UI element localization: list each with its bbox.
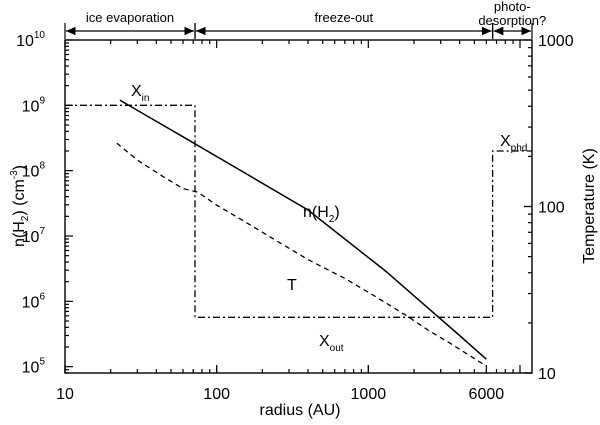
- annotation-subscript: out: [330, 343, 344, 354]
- x-axis-label: radius (AU): [260, 402, 341, 419]
- x-tick-label: 100: [203, 386, 230, 403]
- left-y-axis-label: n(H2) (cm-3): [9, 165, 31, 247]
- region-label: photo-: [494, 0, 531, 14]
- series-line: [119, 99, 487, 360]
- region-label: desorption?: [478, 13, 546, 28]
- region-label: freeze-out: [315, 10, 374, 25]
- tick-exponent: 9: [39, 95, 45, 106]
- annotation-label: Xphd: [500, 133, 527, 154]
- annotation-subscript: in: [142, 93, 150, 104]
- annotation-main: X: [500, 133, 511, 150]
- right-y-axis-label: Temperature (K): [581, 148, 598, 264]
- region-label: ice evaporation: [86, 10, 174, 25]
- annotation-subscript: 2: [329, 214, 335, 225]
- annotation-subscript: phd: [511, 143, 528, 154]
- annotation-label: T: [287, 277, 297, 294]
- right-y-axis-ticks: 10 100 1000: [524, 33, 574, 383]
- region-indicators: ice evaporation freeze-out photo-desorptio…: [64, 0, 546, 39]
- tick-base: 10: [22, 98, 40, 115]
- y-left-tick-label: 107: [22, 226, 46, 246]
- tick-exponent: 5: [39, 357, 45, 368]
- x-axis-ticks: 10 100 1000 6000: [56, 40, 521, 403]
- annotation-main: T: [287, 277, 297, 294]
- series-line: [116, 142, 487, 367]
- y-left-tick-label: 105: [22, 357, 46, 377]
- tick-exponent: 8: [39, 161, 45, 172]
- data-series: [65, 99, 532, 367]
- x-tick-label: 6000: [469, 386, 505, 403]
- y-left-tick-label: 108: [22, 161, 46, 181]
- tick-base: 10: [22, 360, 40, 377]
- tick-exponent: 10: [34, 30, 46, 41]
- tick-exponent: 7: [39, 226, 45, 237]
- annotation-label: Xin: [131, 83, 149, 104]
- tick-base: 10: [22, 294, 40, 311]
- tick-base: 10: [22, 164, 40, 181]
- y-left-tick-label: 106: [22, 291, 46, 311]
- y-left-tick-label: 1010: [16, 30, 45, 50]
- annotation-main: X: [319, 333, 330, 350]
- y-right-tick-label: 10: [538, 366, 556, 383]
- annotation-main: n(H: [303, 204, 329, 221]
- y-right-tick-label: 100: [538, 200, 565, 217]
- annotation-label: Xout: [319, 333, 344, 354]
- tick-base: 10: [22, 229, 40, 246]
- y-right-tick-label: 1000: [538, 33, 574, 50]
- series-line: [65, 104, 532, 318]
- x-tick-label: 10: [56, 386, 74, 403]
- annotation-main: X: [131, 83, 142, 100]
- annotation-label: n(H2): [303, 204, 340, 225]
- annotation-end: ): [334, 204, 339, 221]
- x-tick-label: 1000: [351, 386, 387, 403]
- tick-exponent: 6: [39, 291, 45, 302]
- y-left-tick-label: 109: [22, 95, 46, 115]
- tick-base: 10: [16, 33, 34, 50]
